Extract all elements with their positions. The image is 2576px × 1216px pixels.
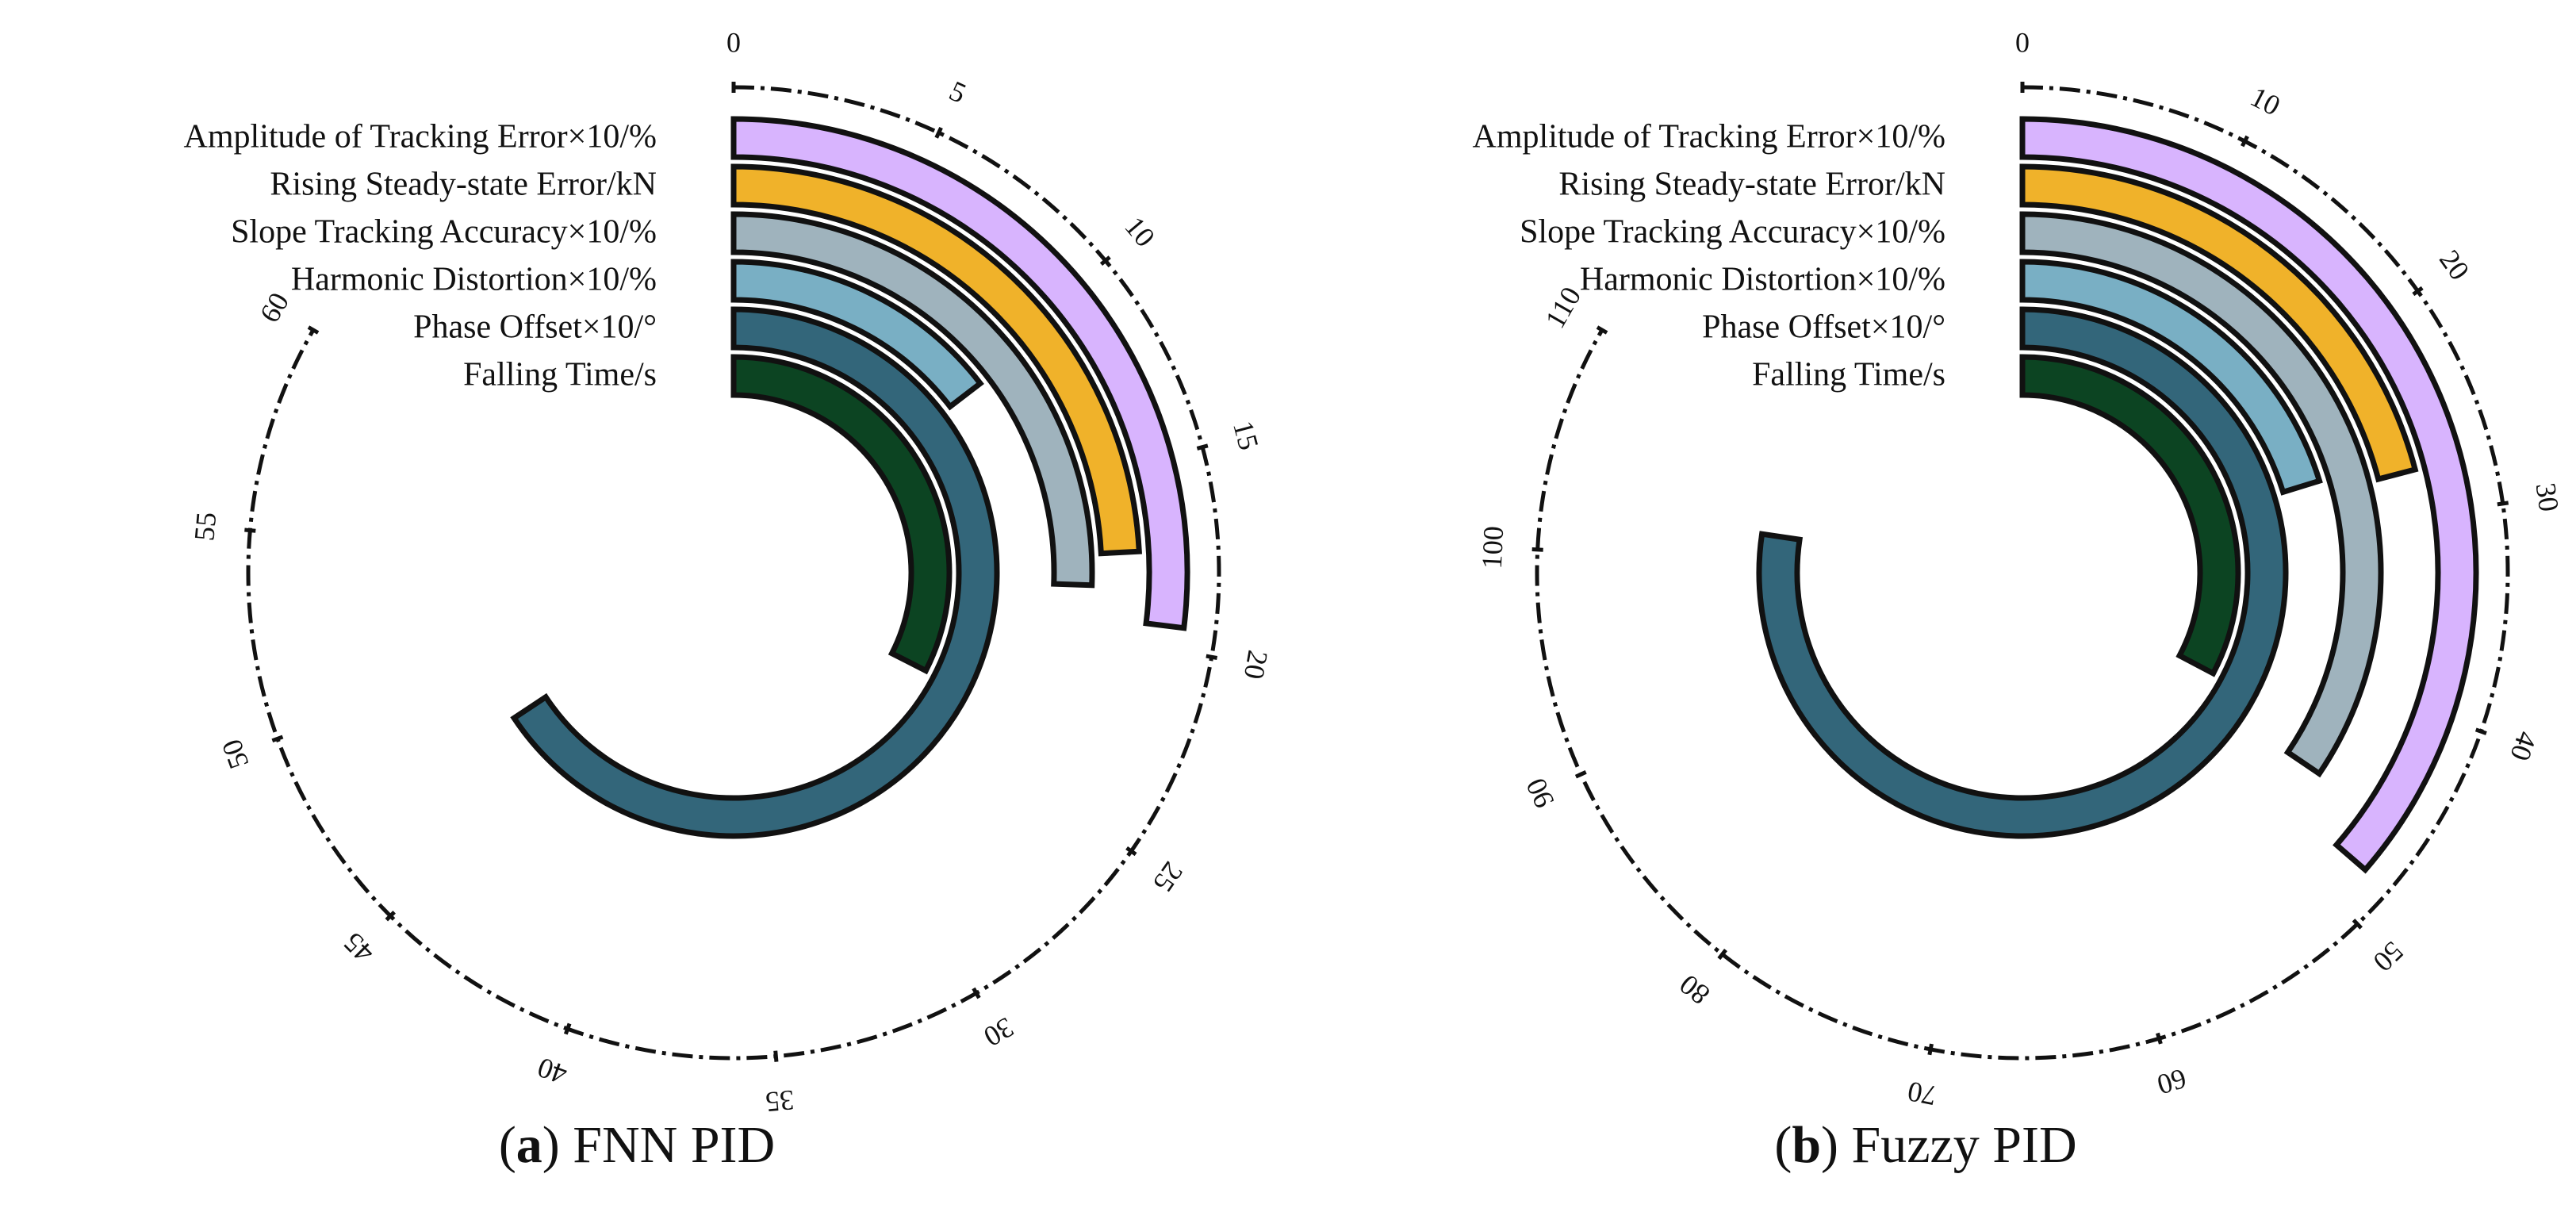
- axis-tick-label: 10: [1118, 211, 1161, 253]
- series-label: Amplitude of Tracking Error×10/%: [184, 119, 657, 155]
- axis-tick: [1927, 1043, 1934, 1056]
- axis-tick: [385, 911, 396, 922]
- axis-tick-label: 60: [254, 287, 296, 328]
- series-label: Phase Offset×10/°: [1702, 309, 1945, 346]
- axis-tick: [563, 1022, 572, 1035]
- axis-tick-label: 55: [188, 511, 222, 542]
- axis-tick: [1717, 949, 1727, 961]
- axis-tick-label: 20: [2433, 244, 2475, 286]
- angular-axis-line: [1535, 85, 2510, 1061]
- axis-tick: [1596, 325, 1608, 335]
- axis-tick: [972, 987, 981, 999]
- axis-tick-label: 40: [2504, 727, 2543, 765]
- axis-tick: [2497, 501, 2509, 507]
- axis-tick-label: 50: [216, 735, 255, 773]
- series-label: Harmonic Distortion×10/%: [1580, 262, 1945, 298]
- panel-letter: b: [1792, 1116, 1821, 1174]
- axis-tick: [2352, 919, 2363, 930]
- bar-6: [2019, 354, 2241, 677]
- axis-tick-label: 50: [2367, 935, 2410, 978]
- series-label: Phase Offset×10/°: [413, 309, 657, 346]
- axis-tick-label: 80: [1673, 969, 1715, 1011]
- axis-tick: [1196, 443, 1209, 451]
- bar-1: [730, 116, 1190, 631]
- axis-tick-label: 30: [979, 1011, 1019, 1053]
- bar-2: [730, 163, 1142, 557]
- axis-tick: [2156, 1032, 2163, 1045]
- axis-tick-label: 100: [1476, 525, 1510, 570]
- bar-3: [730, 211, 1095, 589]
- series-label: Amplitude of Tracking Error×10/%: [1473, 119, 1945, 155]
- panel-caption: (a) FNN PID: [499, 1116, 775, 1174]
- bar-3: [2019, 211, 2384, 778]
- axis-tick: [1125, 846, 1137, 857]
- axis-tick-label: 5: [945, 75, 971, 109]
- axis-tick-label: 0: [2015, 26, 2030, 58]
- axis-tick-label: 25: [1147, 856, 1189, 897]
- axis-tick: [244, 527, 256, 533]
- bar-4: [2019, 259, 2323, 496]
- bar-4: [730, 259, 984, 411]
- axis-tick-label: 0: [726, 26, 741, 58]
- panel-title: Fuzzy PID: [1852, 1116, 2077, 1174]
- axis-tick: [2412, 286, 2424, 297]
- series-label: Slope Tracking Accuracy×10/%: [231, 214, 657, 251]
- chart-panel-a: 0 5 10 15 20 25 30 35 40 45 50 55 60 Amplitude of Tra…: [184, 26, 1275, 1174]
- axis-tick-label: 35: [765, 1084, 795, 1118]
- axis-tick-label: 10: [2245, 81, 2285, 122]
- series-label: Rising Steady-state Error/kN: [270, 167, 657, 203]
- series-label: Slope Tracking Accuracy×10/%: [1520, 214, 1945, 251]
- series-label: Falling Time/s: [1752, 357, 1945, 393]
- bar-1: [2019, 116, 2479, 874]
- panel-caption: (b) Fuzzy PID: [1774, 1116, 2076, 1174]
- axis-tick: [934, 126, 943, 139]
- axis-tick-label: 20: [1238, 648, 1275, 681]
- panel-letter: a: [516, 1116, 542, 1174]
- axis-tick: [1099, 255, 1111, 267]
- series-label: Rising Steady-state Error/kN: [1558, 167, 1945, 203]
- bar-2: [2019, 163, 2419, 483]
- axis-tick-label: 40: [534, 1051, 572, 1091]
- axis-tick-label: 60: [2153, 1062, 2190, 1101]
- axis-tick-label: 90: [1520, 773, 1560, 812]
- series-label: Harmonic Distortion×10/%: [291, 262, 657, 298]
- axis-tick: [307, 325, 320, 335]
- axis-tick-label: 45: [337, 926, 380, 969]
- axis-tick: [1206, 654, 1218, 660]
- axis-tick-label: 15: [1227, 417, 1265, 453]
- bar-5: [510, 306, 1000, 839]
- axis-tick-label: 30: [2530, 481, 2566, 513]
- axis-tick: [1574, 770, 1587, 779]
- axis-tick-label: 70: [1905, 1076, 1939, 1112]
- bar-6: [730, 354, 953, 675]
- series-label: Falling Time/s: [463, 357, 657, 393]
- bar-5: [1756, 306, 2289, 839]
- axis-tick: [2241, 135, 2249, 148]
- axis-tick: [2474, 727, 2487, 735]
- axis-tick: [271, 735, 284, 743]
- panel-title: FNN PID: [573, 1116, 775, 1174]
